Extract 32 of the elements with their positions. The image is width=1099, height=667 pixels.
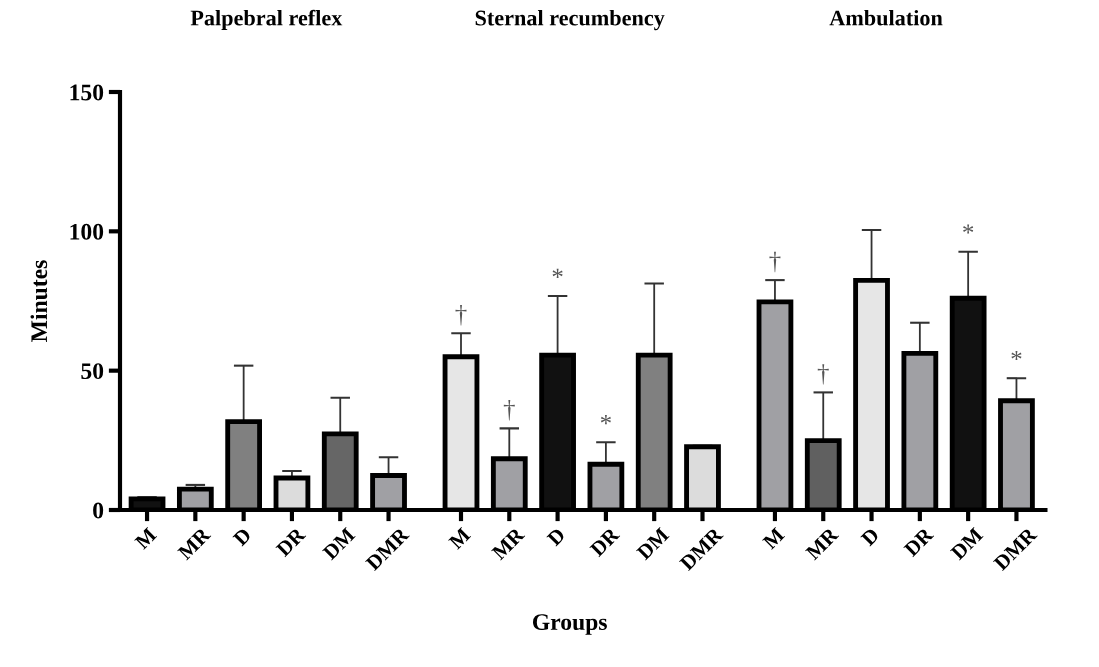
x-tick-label: M (762, 526, 786, 550)
y-tick-label: 0 (93, 502, 104, 519)
annotation: * (600, 415, 611, 425)
x-tick-label: DR (275, 526, 307, 558)
x-tick-label: D (860, 527, 880, 547)
x-tick-label: M (134, 526, 158, 550)
chart-title: Palpebral reflex (190, 9, 343, 31)
x-tick-label: D (232, 527, 252, 547)
y-tick-label: 100 (70, 223, 104, 240)
annotation: † (455, 305, 467, 326)
x-tick-label: DR (903, 526, 935, 558)
x-tick-label: DR (589, 526, 621, 558)
annotation: * (963, 224, 974, 234)
chart-title: Ambulation (829, 9, 943, 26)
annotation: * (552, 268, 563, 278)
x-tick-label: M (448, 526, 472, 550)
y-tick-label: 150 (70, 84, 104, 101)
y-tick-label: 50 (81, 363, 104, 380)
x-tick-label: DM (636, 526, 670, 561)
y-axis-title: Minutes (30, 260, 48, 342)
x-tick-label: MR (491, 526, 526, 561)
chart-title: Sternal recumbency (475, 9, 665, 31)
x-tick-label: D (546, 527, 566, 547)
annotation: † (503, 400, 515, 421)
x-tick-label: DM (950, 526, 984, 561)
annotation: † (817, 364, 829, 385)
x-tick-label: MR (177, 526, 212, 561)
x-tick-label: MR (805, 526, 840, 561)
x-tick-label: DM (322, 526, 356, 561)
annotation: * (1011, 350, 1022, 361)
annotation: † (769, 251, 781, 273)
x-axis-title: Groups (532, 614, 607, 635)
